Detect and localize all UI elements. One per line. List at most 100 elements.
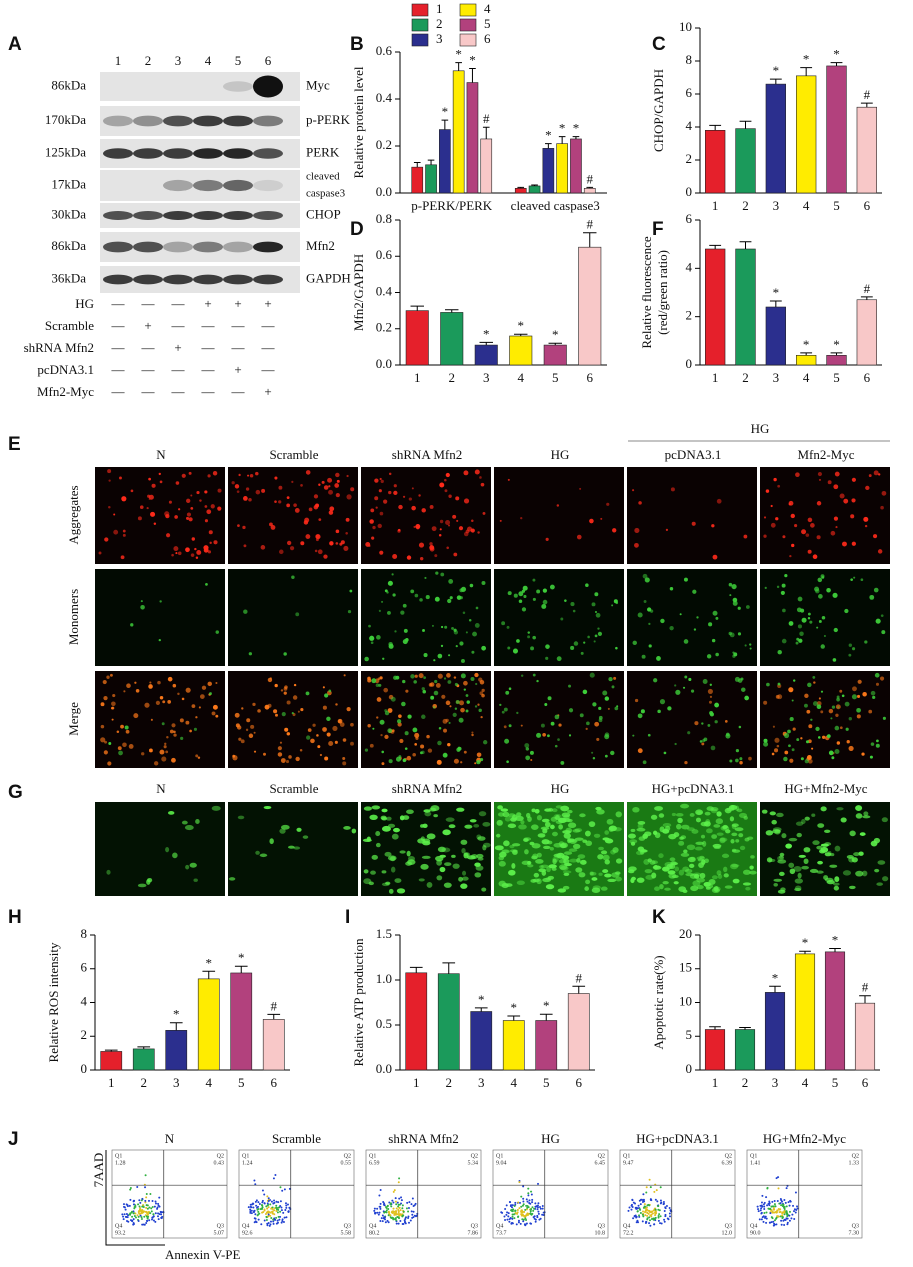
cell-signal (532, 597, 536, 601)
cell-signal (684, 760, 688, 765)
bar (440, 312, 464, 366)
cell-signal (731, 863, 740, 868)
event (761, 1216, 764, 1219)
significance-mark: * (442, 104, 449, 119)
cell-signal (712, 554, 718, 560)
cell-signal (604, 830, 610, 835)
lane-label: 3 (175, 53, 182, 68)
cell-signal (662, 823, 672, 828)
cell-signal (563, 814, 570, 820)
cell-signal (714, 886, 719, 893)
event (534, 1202, 537, 1205)
cell-signal (172, 852, 178, 859)
cell-signal (277, 746, 282, 751)
event (250, 1212, 253, 1215)
cell-signal (379, 550, 384, 555)
cell-signal (437, 740, 442, 746)
cell-signal (615, 811, 622, 818)
event (279, 1215, 282, 1218)
event (776, 1209, 779, 1212)
cell-signal (615, 876, 622, 882)
cell-signal (508, 724, 512, 728)
cell-signal (649, 609, 654, 613)
event (392, 1190, 395, 1193)
event (152, 1219, 155, 1222)
cell-signal (834, 876, 840, 883)
treatment-sign: + (204, 296, 211, 311)
event (514, 1210, 517, 1213)
cell-signal (794, 878, 804, 884)
event (384, 1210, 387, 1213)
cell-signal (627, 869, 635, 874)
event (148, 1206, 151, 1209)
cell-signal (818, 697, 821, 700)
cell-signal (543, 845, 551, 850)
cell-signal (782, 535, 786, 539)
cell-signal (540, 864, 549, 869)
cell-signal (399, 815, 405, 821)
cell-signal (816, 535, 821, 540)
cell-signal (552, 831, 558, 837)
event (407, 1207, 410, 1210)
cell-signal (797, 872, 802, 879)
cell-signal (598, 846, 604, 851)
cell-signal (413, 525, 416, 528)
quadrant-value: 1.33 (849, 1160, 860, 1166)
cell-signal (652, 865, 661, 869)
event (507, 1212, 510, 1215)
cell-signal (540, 826, 550, 830)
event (280, 1206, 283, 1209)
cell-signal (460, 707, 465, 713)
event (773, 1203, 776, 1206)
cell-signal (827, 480, 832, 485)
cell-signal (771, 819, 777, 825)
significance-mark: * (559, 121, 566, 136)
event (659, 1222, 662, 1225)
cell-signal (411, 505, 416, 511)
cell-signal (477, 836, 486, 841)
cell-signal (520, 724, 523, 727)
cell-signal (749, 865, 754, 870)
cell-signal (689, 813, 695, 817)
cell-signal (875, 743, 880, 748)
cell-signal (712, 886, 721, 892)
event (648, 1216, 651, 1219)
cell-signal (414, 593, 419, 598)
y-tick-label: 2 (686, 151, 693, 166)
cell-signal (112, 693, 116, 698)
cell-signal (419, 598, 423, 602)
event (388, 1201, 391, 1204)
cell-signal (589, 672, 595, 678)
event (140, 1210, 143, 1213)
cell-signal (98, 551, 102, 555)
cell-signal (688, 863, 695, 869)
cell-signal (750, 855, 755, 859)
cell-signal (260, 545, 266, 550)
row-label: Monomers (66, 589, 81, 645)
row-label: Aggregates (66, 485, 81, 544)
cell-signal (508, 687, 512, 690)
cell-signal (560, 617, 564, 621)
cell-signal (674, 742, 677, 746)
event (773, 1208, 776, 1211)
cell-signal (397, 722, 402, 727)
cell-signal (107, 761, 112, 766)
treatment-label: Scramble (45, 318, 94, 333)
cell-signal (541, 603, 547, 609)
lane-label: 5 (235, 53, 242, 68)
cell-signal (584, 886, 589, 892)
event (774, 1205, 777, 1208)
cell-signal (146, 506, 149, 510)
event (381, 1214, 384, 1217)
cell-signal (423, 653, 428, 658)
event (509, 1204, 512, 1207)
cell-signal (589, 871, 594, 876)
event (150, 1207, 153, 1210)
event (760, 1201, 763, 1204)
cell-signal (531, 855, 538, 860)
x-tick-label: 1 (712, 198, 719, 213)
event (664, 1206, 667, 1209)
cell-signal (778, 855, 785, 859)
cell-signal (862, 691, 867, 697)
